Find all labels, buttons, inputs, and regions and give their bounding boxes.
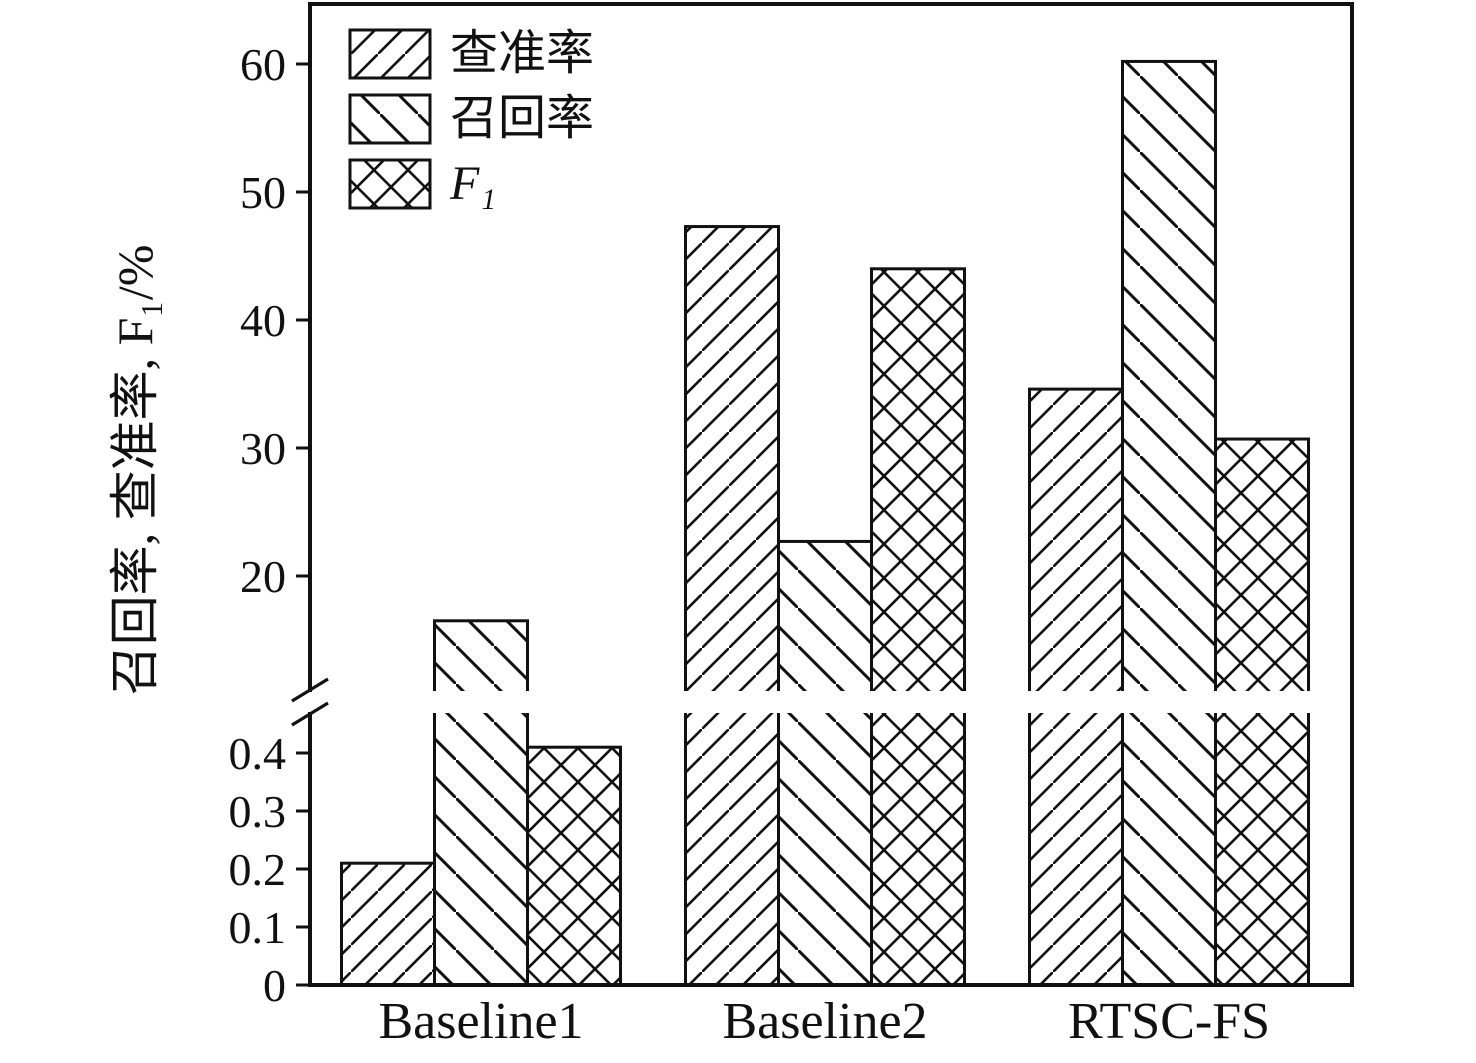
- legend-label: 查准率: [450, 27, 594, 80]
- bar-hatch-Baseline1-2: [526, 745, 622, 987]
- y-tick-label: 20: [240, 551, 286, 602]
- axis-break-marks: [291, 677, 329, 727]
- y-tick-label: 60: [240, 39, 286, 90]
- bar-hatch-Baseline2-0: [684, 225, 780, 987]
- y-tick-label: 50: [240, 167, 286, 218]
- bar-hatch-RTSC-FS-1: [1121, 59, 1217, 987]
- bar-hatch-RTSC-FS-0: [1028, 387, 1124, 987]
- y-tick-label: 0.1: [229, 902, 287, 953]
- legend-label: 召回率: [450, 92, 594, 145]
- x-category-label: Baseline1: [378, 993, 583, 1050]
- axis-break-band: [312, 691, 1350, 713]
- legend-swatch-hatch: [348, 28, 432, 80]
- y-tick-label: 0.2: [229, 844, 287, 895]
- legend-label: F₁: [449, 157, 496, 210]
- legend-swatch-hatch: [348, 158, 432, 210]
- x-axis: Baseline1 Baseline2 RTSC-FS: [378, 993, 1270, 1050]
- y-axis: 20 30 40 50 60 0 0.1 0.2 0.3 0.4: [229, 39, 310, 1011]
- bar-hatch-Baseline1-0: [340, 861, 436, 987]
- bar-hatch-Baseline2-2: [870, 267, 966, 987]
- y-tick-label: 0.3: [229, 786, 287, 837]
- bar-hatch-Baseline1-1: [433, 619, 529, 987]
- y-tick-label: 0: [263, 960, 286, 1011]
- bar-hatch-Baseline2-1: [777, 539, 873, 987]
- y-axis-title: 召回率, 查准率, F₁/%: [107, 245, 163, 696]
- legend-swatch-hatch: [348, 93, 432, 145]
- y-tick-label: 30: [240, 423, 286, 474]
- y-tick-label: 40: [240, 295, 286, 346]
- y-tick-label: 0.4: [229, 728, 287, 779]
- x-category-label: RTSC-FS: [1068, 993, 1270, 1050]
- x-category-label: Baseline2: [722, 993, 927, 1050]
